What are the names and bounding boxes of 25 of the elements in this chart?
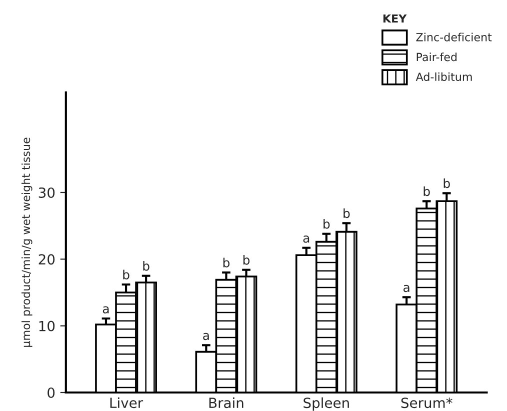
data-label: a	[203, 332, 209, 340]
data-label: b	[243, 255, 250, 265]
y-tick-label: 20	[38, 254, 55, 265]
legend-label: Ad-libitum	[416, 72, 472, 82]
x-tick-label: Serum*	[401, 398, 452, 408]
y-tick-label: 0	[48, 387, 55, 398]
x-tick-label: Spleen	[304, 397, 349, 411]
data-label: b	[143, 261, 150, 271]
data-label: a	[403, 284, 410, 292]
x-tick-label: Liver	[110, 397, 144, 408]
data-label: b	[223, 258, 230, 268]
x-tick-label: Brain	[209, 397, 244, 408]
y-axis-title: μmol product/min/g wet weight tissue	[22, 138, 32, 347]
legend-title: KEY	[383, 14, 407, 23]
data-label: b	[123, 270, 130, 280]
y-tick-label: 10	[39, 320, 55, 332]
data-label: b	[424, 186, 430, 196]
data-label: a	[303, 236, 310, 243]
data-label: b	[324, 219, 330, 229]
data-label: b	[444, 178, 450, 188]
data-label: a	[102, 306, 109, 314]
data-label: b	[344, 208, 350, 218]
legend-label: Pair-fed	[416, 52, 457, 62]
y-tick-label: 30	[38, 187, 55, 198]
legend-label: Zinc-deficient	[416, 32, 492, 42]
